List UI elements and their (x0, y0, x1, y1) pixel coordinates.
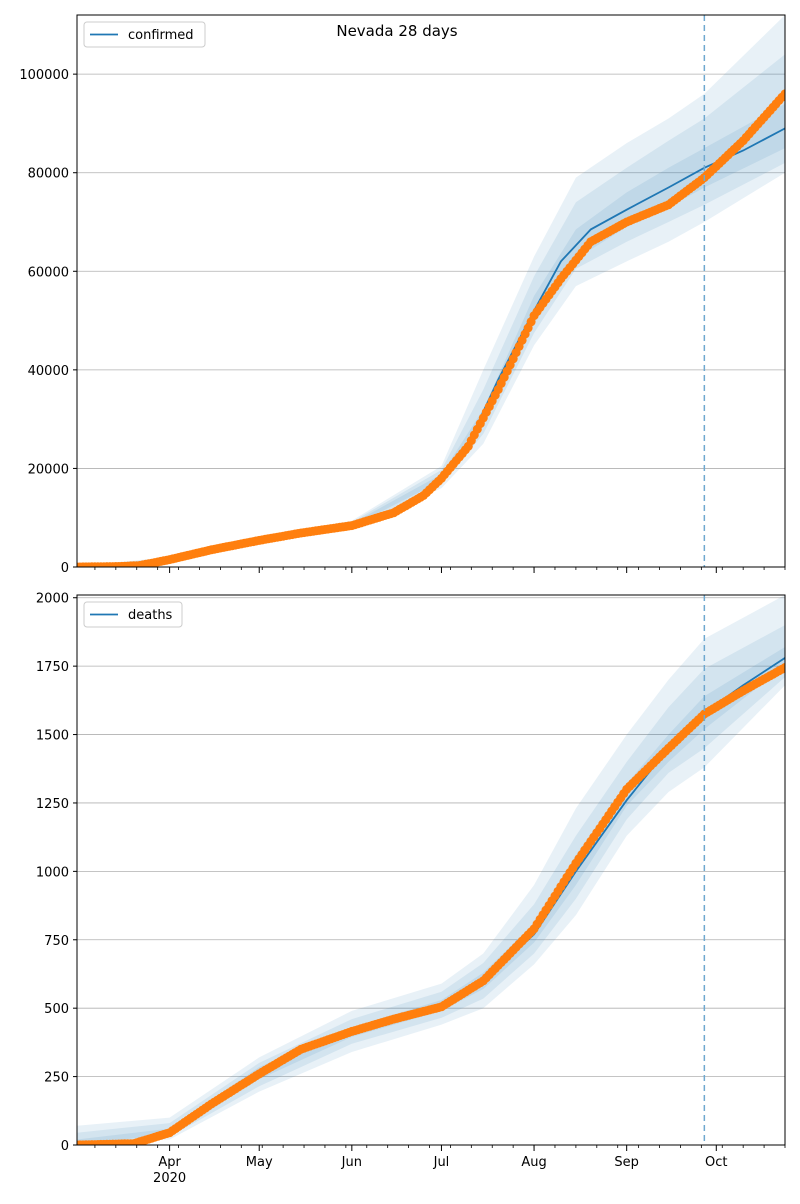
uncertainty-band-3 (77, 647, 785, 1145)
chart-title: Nevada 28 days (336, 22, 457, 40)
legend-label: deaths (128, 608, 173, 623)
legend: deaths (83, 601, 183, 628)
legend-box (83, 21, 206, 48)
uncertainty-band-2 (77, 625, 785, 1145)
chart-panel-1: 0 20000 40000 60000 80000 100000 confirmed Neva… (19, 14, 786, 576)
x-tick-label: Jul (433, 1155, 450, 1170)
x-tick-label: Oct (705, 1155, 727, 1170)
y-tick-label: 500 (44, 1002, 69, 1017)
x-tick-label: Apr (158, 1155, 181, 1170)
y-tick-label: 100000 (19, 68, 69, 83)
axes-frame (76, 14, 786, 568)
observed-point (780, 89, 785, 99)
plot-area (77, 15, 785, 567)
legend: confirmed (83, 21, 206, 48)
y-tick-label: 20000 (28, 462, 69, 477)
uncertainty-band-3 (77, 103, 785, 567)
x-tick-label: Jun (341, 1155, 362, 1170)
observed-point (780, 663, 785, 672)
y-tick-label: 250 (44, 1071, 69, 1086)
uncertainty-band-1 (77, 595, 785, 1145)
x-year-label: 2020 (153, 1171, 186, 1186)
y-tick-label: 80000 (28, 167, 69, 182)
x-tick-label: May (246, 1155, 273, 1170)
y-tick-label: 1750 (36, 660, 69, 675)
y-tick-label: 1500 (36, 729, 69, 744)
y-tick-label: 0 (61, 561, 69, 576)
y-tick-label: 60000 (28, 265, 69, 280)
legend-box (83, 601, 183, 628)
x-tick-label: Aug (521, 1155, 546, 1170)
y-tick-label: 2000 (36, 592, 69, 607)
y-tick-label: 40000 (28, 364, 69, 379)
y-tick-label: 1250 (36, 797, 69, 812)
y-tick-label: 750 (44, 934, 69, 949)
plot-area (77, 595, 785, 1145)
legend-label: confirmed (128, 28, 194, 43)
y-tick-label: 0 (61, 1139, 69, 1154)
chart-panel-2: 0 250 500 750 1000 1250 1500 1750 2000 Apr May Jun J… (36, 592, 786, 1186)
x-tick-label: Sep (614, 1155, 639, 1170)
uncertainty-band-2 (77, 54, 785, 567)
axes-frame (76, 594, 786, 1146)
y-tick-label: 1000 (36, 865, 69, 880)
